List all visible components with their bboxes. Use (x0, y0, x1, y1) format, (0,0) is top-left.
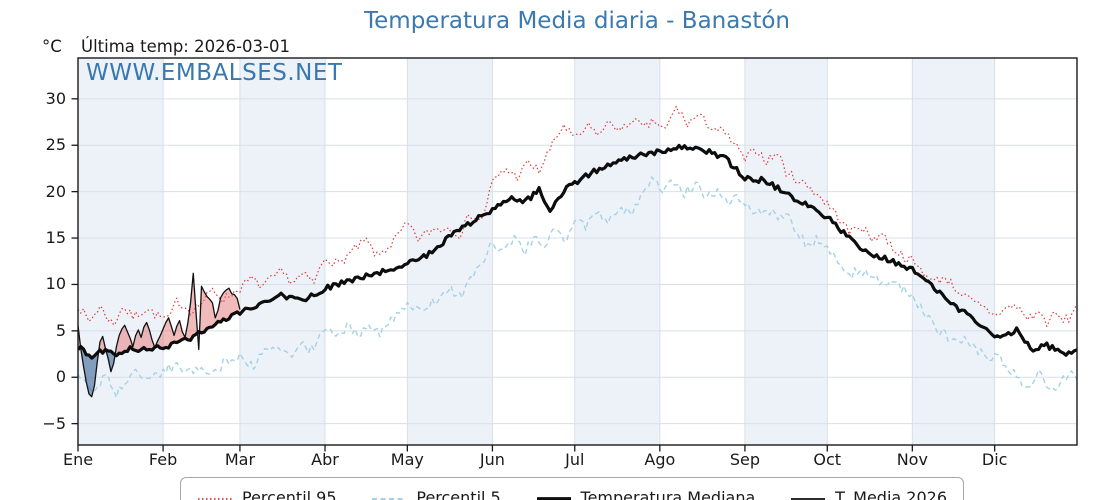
fill-below-median (105, 349, 116, 372)
legend-label-percentil-95: Percentil 95 (242, 487, 337, 500)
legend-item-percentil-95: Percentil 95 (197, 488, 337, 500)
legend-label-mediana: Temperatura Mediana (580, 487, 756, 500)
y-tick-label: 20 (45, 181, 66, 201)
y-tick-label: 15 (45, 228, 66, 248)
y-tick-label: 5 (55, 320, 66, 340)
legend-box: Percentil 95 Percentil 5 Temperatura Med… (180, 477, 964, 500)
x-tick-label: May (390, 450, 424, 469)
y-tick-label: 0 (55, 367, 66, 387)
x-tick-label: Oct (813, 450, 842, 469)
series-t-media-2026 (78, 272, 241, 398)
x-tick-label: Jul (565, 450, 585, 469)
x-tick-label: Ene (62, 450, 94, 469)
x-tick-label: Dic (981, 450, 1008, 469)
month-band (407, 58, 493, 445)
month-band (163, 58, 240, 445)
page-title: Temperatura Media diaria - Banastón (364, 8, 790, 34)
series-percentil-5 (78, 176, 1077, 399)
legend-item-mediana: Temperatura Mediana (536, 487, 756, 500)
series-layer (78, 105, 1077, 399)
x-tick-label: Sep (729, 450, 760, 469)
month-band (492, 58, 575, 445)
legend-line-percentil-5 (371, 488, 407, 500)
x-tick-label: Ago (644, 450, 676, 469)
last-temp-label: Última temp: 2026-03-01 (81, 37, 291, 56)
legend-line-media-2026 (790, 488, 826, 500)
y-tick-label: 25 (45, 135, 66, 155)
month-band (574, 58, 660, 445)
y-axis-unit-label: °C (42, 37, 62, 56)
y-tick-label: −5 (42, 413, 66, 433)
month-band (744, 58, 828, 445)
watermark: WWW.EMBALSES.NET (86, 60, 343, 86)
x-tick-label: Feb (148, 450, 178, 469)
series-percentil-95 (78, 105, 1077, 328)
month-band (912, 58, 995, 445)
x-tick-label: Nov (896, 450, 928, 469)
month-band (239, 58, 326, 445)
plot-frame (77, 57, 1078, 446)
legend-line-percentil-95 (197, 488, 233, 500)
series-temperatura-mediana (78, 143, 1077, 360)
legend-line-mediana (536, 488, 572, 500)
x-tick-label: Abr (311, 450, 339, 469)
month-band (325, 58, 408, 445)
legend-label-percentil-5: Percentil 5 (416, 487, 501, 500)
y-tick-label: 30 (45, 88, 66, 108)
x-tick-label: Mar (224, 450, 256, 469)
month-band (994, 58, 1077, 445)
legend-label-media-2026: T. Media 2026 (835, 487, 947, 500)
y-tick-label: 10 (45, 274, 66, 294)
month-band (827, 58, 913, 445)
legend-item-percentil-5: Percentil 5 (371, 487, 501, 500)
x-tick-label: Jun (479, 450, 505, 469)
fill-above-median (199, 286, 240, 333)
legend-item-media-2026: T. Media 2026 (790, 488, 947, 500)
month-band (659, 58, 745, 445)
